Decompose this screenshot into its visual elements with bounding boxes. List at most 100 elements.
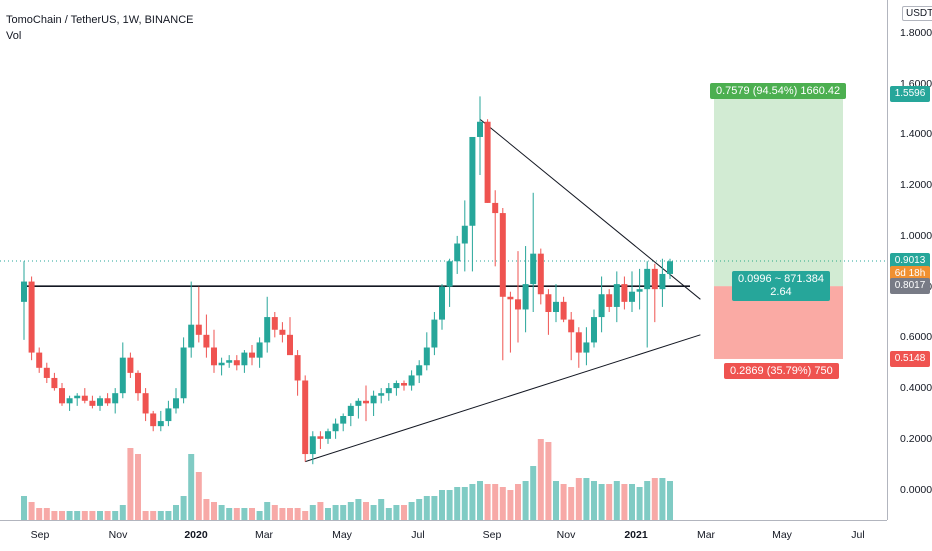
candle-body xyxy=(416,365,423,376)
candle-body xyxy=(81,395,88,401)
candle-body xyxy=(469,136,476,226)
candle-body xyxy=(621,284,628,302)
volume-bar xyxy=(515,484,521,520)
volume-bar xyxy=(659,478,666,520)
candle-body xyxy=(439,286,445,320)
candle-body xyxy=(142,393,149,414)
candle-body xyxy=(165,408,172,422)
volume-bar xyxy=(180,496,187,520)
volume-bar xyxy=(363,502,369,520)
candle-body xyxy=(211,347,217,366)
candle-body xyxy=(43,367,50,378)
candle-body xyxy=(241,352,248,366)
time-tick-label: Sep xyxy=(30,529,50,541)
candle-body xyxy=(325,431,331,439)
volume-bar xyxy=(644,481,651,520)
profit-zone xyxy=(714,93,843,287)
candle-body xyxy=(484,121,491,203)
candle-body xyxy=(271,317,278,330)
volume-bar xyxy=(439,490,445,520)
volume-bar xyxy=(522,481,529,520)
volume-bar xyxy=(157,511,164,520)
currency-selector[interactable]: USDT xyxy=(902,6,932,21)
volume-bar xyxy=(135,454,141,520)
price-chart[interactable] xyxy=(0,0,887,520)
volume-bar xyxy=(446,490,453,520)
candle-body xyxy=(309,436,316,455)
candle-body xyxy=(431,319,438,348)
volume-bar xyxy=(332,505,339,520)
volume-bar xyxy=(393,505,400,520)
candle-body xyxy=(598,294,605,318)
volume-bar xyxy=(218,505,225,520)
price-axis[interactable]: USDT 1.80001.60001.40001.20001.00000.800… xyxy=(887,0,932,520)
volume-bar xyxy=(340,505,347,520)
price-tick-label: 0.0000 xyxy=(900,483,932,496)
volume-bar xyxy=(28,502,35,520)
volume-bar xyxy=(325,508,331,520)
candle-body xyxy=(591,317,597,343)
candle-body xyxy=(446,261,453,287)
volume-bar xyxy=(279,508,286,520)
candle-body xyxy=(59,388,65,404)
candle-body xyxy=(477,121,483,137)
volume-bar xyxy=(537,439,544,520)
candle-body xyxy=(636,289,643,292)
volume-bar xyxy=(347,502,354,520)
candle-body xyxy=(127,357,134,373)
volume-bar xyxy=(97,511,103,520)
volume-bar xyxy=(575,478,582,520)
candle-body xyxy=(340,416,347,424)
candle-body xyxy=(294,355,301,381)
candle-body xyxy=(180,347,187,399)
volume-bar xyxy=(621,484,628,520)
ascending-trendline xyxy=(305,334,701,463)
candle-body xyxy=(150,413,157,427)
candle-body xyxy=(522,284,529,310)
candle-body xyxy=(135,372,141,394)
time-tick-label: Jul xyxy=(851,529,865,541)
volume-bar xyxy=(287,508,293,520)
volume-bar xyxy=(150,511,157,520)
candle-body xyxy=(667,261,673,274)
volume-bar xyxy=(454,487,461,520)
price-badge: 0.5148 xyxy=(890,350,930,367)
volume-bar xyxy=(423,496,430,520)
candle-body xyxy=(423,347,430,366)
volume-bar xyxy=(461,487,468,520)
stop-label: 0.2869 (35.79%) 750 xyxy=(724,362,839,379)
symbol-title: TomoChain / TetherUS, 1W, BINANCE xyxy=(6,14,194,26)
volume-bar xyxy=(51,511,58,520)
time-tick-label: May xyxy=(332,529,352,541)
candle-body xyxy=(233,360,240,366)
volume-bar xyxy=(173,505,179,520)
price-tick-label: 0.6000 xyxy=(900,331,932,344)
candle-body xyxy=(332,423,339,432)
candle-body xyxy=(499,213,506,297)
volume-bar xyxy=(264,502,271,520)
candle-body xyxy=(568,319,575,333)
price-badge: 0.8017 xyxy=(890,278,930,295)
candle-body xyxy=(385,388,392,394)
candle-body xyxy=(378,393,385,396)
volume-indicator-label[interactable]: Vol xyxy=(6,30,22,42)
time-axis[interactable]: Sep Nov 2020 Mar May Jul Sep Nov 2021 Mar May Jul xyxy=(0,520,887,551)
candle-body xyxy=(606,294,613,307)
volume-bar xyxy=(355,499,362,520)
volume-bar xyxy=(613,481,620,520)
price-badge: 0.9013 xyxy=(890,252,930,269)
volume-bar xyxy=(408,502,415,520)
candle-body xyxy=(89,400,96,406)
candle-body xyxy=(393,383,400,389)
descending-trendline xyxy=(479,118,701,300)
target-label: 0.7579 (94.54%) 1660.42 xyxy=(710,82,847,99)
time-tick-label: 2021 xyxy=(624,529,648,541)
candle-body xyxy=(287,334,293,356)
candle-body xyxy=(644,268,651,290)
candle-body xyxy=(659,273,666,290)
candle-body xyxy=(173,398,179,409)
volume-bar xyxy=(249,508,255,520)
price-badge: 1.5596 xyxy=(890,85,930,102)
candle-body xyxy=(629,291,635,302)
candle-body xyxy=(218,362,225,366)
